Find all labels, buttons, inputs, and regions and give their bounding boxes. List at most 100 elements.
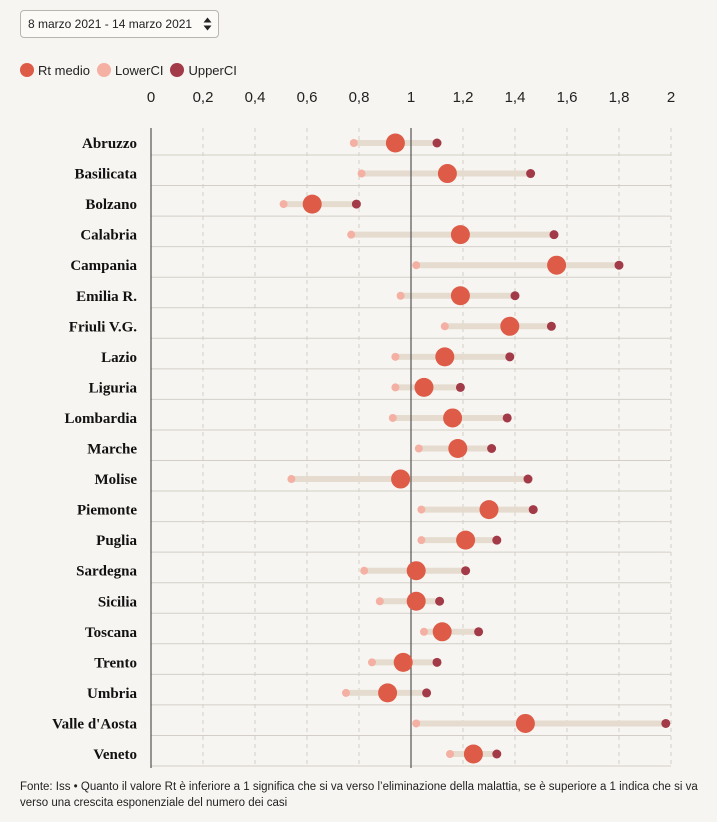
x-tick-label: 1,8 bbox=[609, 89, 630, 106]
lowerci-point bbox=[357, 169, 366, 178]
x-tick-label: 0,2 bbox=[193, 89, 214, 106]
rt-medio-point bbox=[435, 347, 455, 367]
upperci-point bbox=[487, 444, 497, 453]
upperci-point bbox=[474, 627, 484, 637]
region-label: Liguria bbox=[89, 380, 138, 396]
legend-item-upperci: UpperCI bbox=[170, 63, 237, 78]
lowerci-point bbox=[342, 688, 350, 697]
rt-medio-point bbox=[450, 286, 470, 306]
region-label: Campania bbox=[70, 258, 137, 274]
select-arrows-icon bbox=[203, 17, 212, 31]
legend-item-rt-medio: Rt medio bbox=[20, 63, 90, 78]
legend: Rt medio LowerCI UpperCI bbox=[20, 61, 244, 79]
source-note: Fonte: Iss • Quanto il valore Rt è infer… bbox=[20, 781, 698, 809]
region-label: Abruzzo bbox=[82, 136, 137, 152]
legend-swatch-upperci bbox=[170, 63, 185, 77]
lowerci-point bbox=[391, 352, 400, 361]
upperci-point bbox=[422, 688, 432, 698]
rt-medio-point bbox=[463, 744, 483, 764]
upperci-point bbox=[432, 657, 442, 667]
upperci-point bbox=[505, 352, 515, 362]
rt-medio-point bbox=[437, 164, 457, 184]
upperci-point bbox=[549, 230, 559, 240]
upperci-point bbox=[523, 474, 533, 484]
lowerci-point bbox=[368, 658, 376, 667]
x-tick-label: 0,4 bbox=[245, 89, 266, 106]
legend-label-rt-medio: Rt medio bbox=[38, 62, 91, 78]
lowerci-point bbox=[446, 750, 454, 758]
region-label: Molise bbox=[95, 472, 138, 488]
upperci-point bbox=[661, 718, 671, 728]
rt-medio-point bbox=[432, 622, 452, 642]
region-label: Lazio bbox=[101, 350, 137, 366]
region-label: Umbria bbox=[87, 686, 137, 702]
legend-swatch-rt-medio bbox=[20, 63, 34, 77]
rt-medio-point bbox=[450, 225, 470, 245]
region-label: Sicilia bbox=[98, 594, 138, 610]
x-tick-label: 1,6 bbox=[557, 89, 578, 106]
lowerci-point bbox=[417, 536, 426, 545]
upperci-point bbox=[351, 199, 361, 209]
lowerci-point bbox=[360, 566, 369, 575]
region-label: Calabria bbox=[80, 228, 137, 244]
region-label: Lombardia bbox=[64, 411, 137, 427]
upperci-point bbox=[510, 291, 520, 301]
lowerci-point bbox=[412, 719, 421, 728]
rt-medio-point bbox=[302, 194, 322, 214]
rt-medio-point bbox=[443, 408, 463, 428]
upperci-point bbox=[461, 566, 471, 576]
rt-dumbbell-chart: 0 0,2 0,4 0,6 0,8 1 1,2 1,4 1,6 1,8 2 Abruzzo Basili… bbox=[52, 89, 675, 768]
x-tick-label: 2 bbox=[667, 89, 675, 106]
upperci-point bbox=[502, 413, 512, 423]
region-label: Valle d'Aosta bbox=[52, 716, 137, 732]
upperci-point bbox=[435, 596, 445, 606]
lowerci-point bbox=[417, 505, 426, 514]
rt-medio-point bbox=[393, 652, 413, 672]
region-label: Trento bbox=[94, 655, 137, 671]
upperci-point bbox=[614, 260, 624, 270]
period-select-value: 8 marzo 2021 - 14 marzo 2021 bbox=[28, 17, 193, 31]
region-label: Bolzano bbox=[85, 197, 137, 213]
region-label: Friuli V.G. bbox=[69, 319, 137, 335]
region-label: Toscana bbox=[85, 625, 137, 641]
x-tick-label: 0,8 bbox=[349, 89, 370, 106]
lowerci-point bbox=[412, 261, 421, 270]
upperci-point bbox=[546, 321, 556, 331]
rt-medio-point bbox=[378, 683, 398, 703]
rt-medio-point bbox=[391, 469, 411, 489]
lowerci-point bbox=[414, 444, 423, 453]
region-label: Piemonte bbox=[77, 503, 137, 519]
lowerci-point bbox=[420, 627, 428, 636]
rt-medio-point bbox=[414, 377, 434, 397]
rt-medio-point bbox=[479, 500, 499, 520]
upperci-point bbox=[528, 505, 538, 515]
lowerci-point bbox=[396, 291, 405, 300]
region-label: Puglia bbox=[96, 533, 137, 549]
rt-medio-point bbox=[406, 591, 426, 611]
rt-medio-point bbox=[500, 316, 520, 336]
rt-medio-point bbox=[385, 133, 405, 153]
legend-label-lowerci: LowerCI bbox=[115, 62, 164, 78]
rt-medio-point bbox=[547, 255, 567, 275]
x-tick-label: 1 bbox=[407, 89, 415, 106]
upperci-point bbox=[492, 749, 502, 759]
upperci-point bbox=[455, 382, 465, 392]
lowerci-point bbox=[347, 230, 356, 239]
upperci-point bbox=[526, 169, 536, 179]
region-label: Emilia R. bbox=[76, 289, 137, 305]
rt-medio-point bbox=[406, 561, 426, 581]
rt-medio-point bbox=[456, 530, 476, 550]
rt-medio-point bbox=[515, 713, 535, 733]
lowerci-point bbox=[388, 413, 397, 422]
x-tick-label: 1,4 bbox=[505, 89, 526, 106]
x-tick-label: 0,6 bbox=[297, 89, 318, 106]
legend-swatch-lowerci bbox=[97, 63, 112, 77]
x-tick-label: 0 bbox=[147, 89, 155, 106]
lowerci-point bbox=[349, 139, 358, 147]
region-label: Sardegna bbox=[76, 564, 137, 580]
lowerci-point bbox=[287, 475, 296, 484]
x-tick-label: 1,2 bbox=[453, 89, 474, 106]
period-select[interactable]: 8 marzo 2021 - 14 marzo 2021 bbox=[20, 10, 219, 38]
upperci-point bbox=[432, 138, 442, 148]
rt-medio-point bbox=[448, 439, 468, 458]
